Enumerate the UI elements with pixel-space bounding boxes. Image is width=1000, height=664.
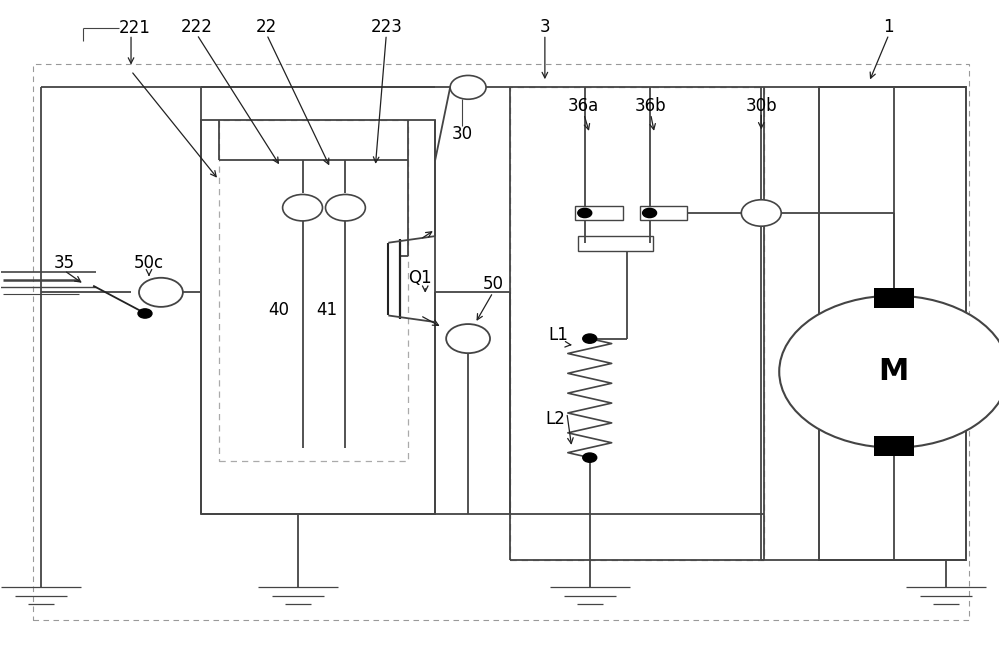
Circle shape (139, 278, 183, 307)
Text: 36a: 36a (568, 97, 599, 115)
Bar (33, 64, 969, 620)
Circle shape (446, 324, 490, 353)
Text: 50c: 50c (134, 254, 164, 272)
Bar (819, 88, 966, 560)
Text: Q1: Q1 (408, 269, 432, 287)
Text: 30b: 30b (745, 97, 777, 115)
Circle shape (643, 208, 657, 218)
Text: 22: 22 (256, 17, 277, 35)
Text: 221: 221 (119, 19, 151, 37)
Bar (201, 120, 435, 514)
Text: 30: 30 (452, 125, 473, 143)
Bar (640, 207, 687, 220)
Circle shape (583, 334, 597, 343)
Circle shape (583, 453, 597, 462)
Text: 40: 40 (268, 301, 289, 319)
Circle shape (578, 208, 592, 218)
Circle shape (741, 200, 781, 226)
Text: 222: 222 (181, 17, 213, 35)
Circle shape (138, 309, 152, 318)
Circle shape (450, 76, 486, 99)
Text: 50: 50 (483, 276, 504, 293)
Bar (874, 288, 914, 307)
Text: L1: L1 (548, 325, 568, 344)
Bar (219, 120, 408, 461)
Circle shape (325, 195, 365, 221)
Bar (575, 207, 623, 220)
Text: 223: 223 (370, 17, 402, 35)
Text: L2: L2 (545, 410, 565, 428)
Bar (578, 236, 653, 251)
Text: M: M (879, 357, 909, 386)
Text: 41: 41 (316, 301, 337, 319)
Text: 35: 35 (54, 254, 75, 272)
Bar (510, 88, 764, 560)
Text: 3: 3 (540, 17, 550, 35)
Bar (874, 436, 914, 456)
Circle shape (283, 195, 322, 221)
Text: 36b: 36b (635, 97, 666, 115)
Circle shape (779, 295, 1000, 448)
Text: 1: 1 (884, 17, 894, 35)
